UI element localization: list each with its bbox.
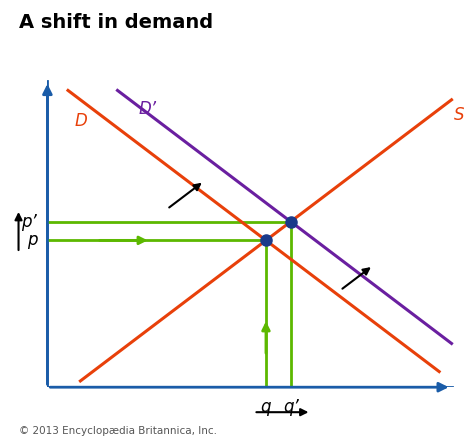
Text: D’: D’ <box>138 100 156 118</box>
Text: p’: p’ <box>21 213 37 231</box>
Text: q’: q’ <box>283 398 299 416</box>
Text: S: S <box>454 106 464 124</box>
Text: A shift in demand: A shift in demand <box>19 13 213 32</box>
Text: © 2013 Encyclopædia Britannica, Inc.: © 2013 Encyclopædia Britannica, Inc. <box>19 425 217 436</box>
Text: D: D <box>74 112 87 130</box>
Text: q: q <box>261 398 271 416</box>
Text: p: p <box>27 231 37 249</box>
